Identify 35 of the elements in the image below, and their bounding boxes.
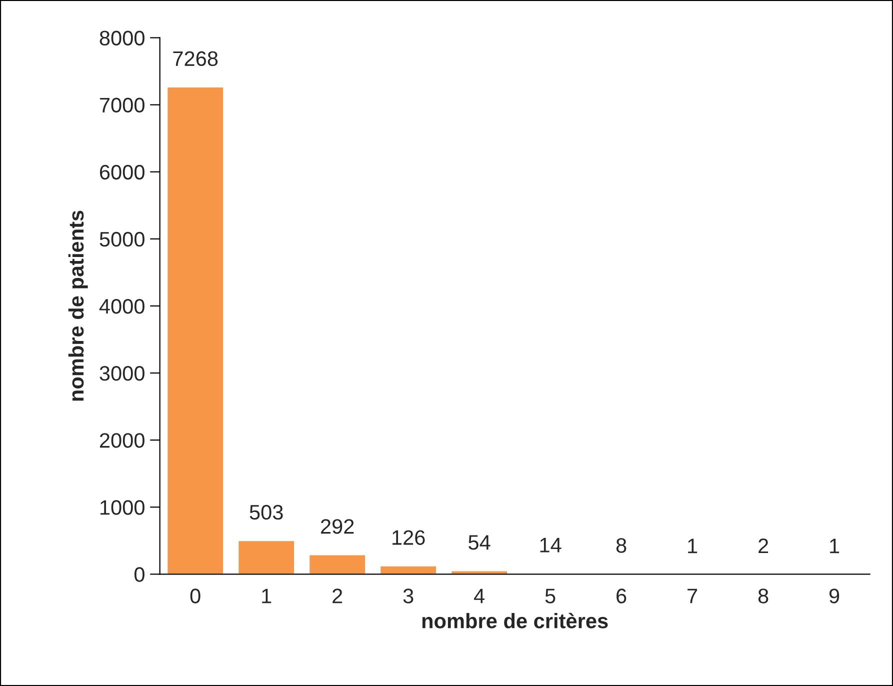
bar — [308, 554, 366, 574]
x-tick-label: 4 — [474, 588, 484, 604]
x-tick-label: 0 — [190, 588, 200, 604]
y-tick-label: 1000 — [100, 500, 144, 515]
y-tick-label: 2000 — [100, 433, 144, 448]
data-label: 2 — [758, 538, 768, 554]
x-tick-label: 5 — [545, 588, 556, 604]
y-tick-label: 8000 — [100, 30, 144, 46]
y-tick-label: 0 — [134, 567, 144, 582]
data-label: 503 — [250, 504, 283, 520]
y-tick-label: 5000 — [100, 232, 144, 247]
x-tick-label: 9 — [829, 588, 840, 604]
data-label: 1 — [688, 538, 698, 554]
bar — [237, 540, 296, 574]
data-label: 292 — [321, 519, 354, 534]
x-tick-label: 1 — [262, 588, 272, 604]
data-label: 126 — [392, 530, 425, 545]
x-tick-label: 8 — [758, 588, 768, 604]
bar — [379, 565, 438, 574]
bar — [166, 86, 224, 574]
data-label: 7268 — [173, 51, 218, 66]
data-label: 54 — [468, 535, 490, 550]
y-axis-title: nombre de patients — [68, 210, 88, 401]
y-tick-label: 7000 — [100, 98, 144, 113]
data-label: 1 — [830, 538, 840, 554]
y-tick-label: 4000 — [99, 298, 144, 314]
y-tick-label: 3000 — [100, 366, 144, 381]
x-tick-label: 6 — [616, 588, 626, 604]
x-tick-label: 7 — [688, 588, 698, 604]
y-tick-label: 6000 — [100, 164, 144, 180]
x-axis-title: nombre de critères — [422, 612, 608, 628]
x-tick-label: 3 — [403, 588, 414, 604]
data-label: 8 — [616, 538, 626, 553]
data-label: 14 — [540, 538, 562, 552]
x-tick-label: 2 — [332, 588, 342, 604]
